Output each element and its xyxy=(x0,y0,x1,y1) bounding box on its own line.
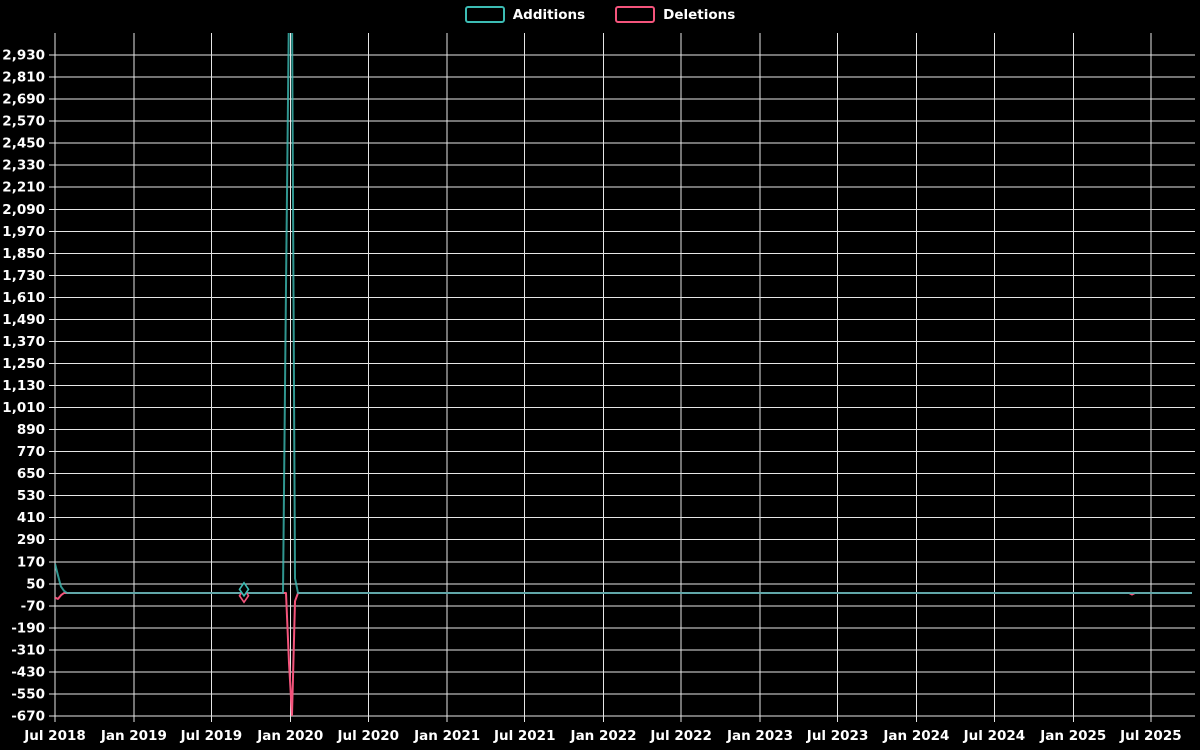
svg-text:-430: -430 xyxy=(11,664,45,680)
svg-text:1,250: 1,250 xyxy=(2,356,45,372)
svg-text:1,610: 1,610 xyxy=(2,290,45,306)
svg-text:-310: -310 xyxy=(11,642,45,658)
svg-text:Jan 2024: Jan 2024 xyxy=(882,728,949,744)
legend: Additions Deletions xyxy=(0,6,1200,23)
svg-text:2,450: 2,450 xyxy=(2,136,45,152)
deletions-swatch-icon xyxy=(615,6,656,23)
svg-text:410: 410 xyxy=(17,510,45,526)
svg-text:Jul 2025: Jul 2025 xyxy=(1119,728,1182,744)
y-axis-tick-labels: -670 -550 -430 -310 -190 -70 50 170 290 410 530 650… xyxy=(2,48,45,725)
svg-text:1,970: 1,970 xyxy=(2,224,45,240)
y-axis-ticks xyxy=(49,54,55,717)
legend-item-deletions[interactable]: Deletions xyxy=(615,6,735,23)
point-markers xyxy=(238,581,250,604)
svg-text:-70: -70 xyxy=(21,598,45,614)
svg-text:Jul 2022: Jul 2022 xyxy=(649,728,712,744)
svg-text:890: 890 xyxy=(17,422,45,438)
svg-text:290: 290 xyxy=(17,532,45,548)
svg-text:2,570: 2,570 xyxy=(2,114,45,130)
legend-label-deletions: Deletions xyxy=(663,6,736,23)
svg-text:Jan 2019: Jan 2019 xyxy=(100,728,167,744)
svg-text:530: 530 xyxy=(17,488,45,504)
x-axis-tick-labels: Jul 2018 Jan 2019 Jul 2019 Jan 2020 Jul 2020… xyxy=(23,728,1181,744)
svg-text:-670: -670 xyxy=(11,709,45,725)
svg-text:Jul 2023: Jul 2023 xyxy=(806,728,869,744)
svg-text:2,090: 2,090 xyxy=(2,202,45,218)
svg-text:1,130: 1,130 xyxy=(2,378,45,394)
svg-text:Jan 2023: Jan 2023 xyxy=(726,728,793,744)
svg-text:2,210: 2,210 xyxy=(2,180,45,196)
svg-text:2,330: 2,330 xyxy=(2,158,45,174)
legend-item-additions[interactable]: Additions xyxy=(464,6,586,23)
svg-text:Jul 2018: Jul 2018 xyxy=(23,728,86,744)
svg-text:2,930: 2,930 xyxy=(2,48,45,64)
svg-text:Jan 2021: Jan 2021 xyxy=(413,728,480,744)
svg-text:Jul 2021: Jul 2021 xyxy=(493,728,556,744)
svg-text:-550: -550 xyxy=(11,686,45,702)
svg-text:1,730: 1,730 xyxy=(2,268,45,284)
svg-text:170: 170 xyxy=(17,554,45,570)
series-lines xyxy=(55,6,1192,716)
svg-text:2,810: 2,810 xyxy=(2,70,45,86)
x-gridlines xyxy=(54,33,1152,716)
additions-diamond-marker-icon[interactable] xyxy=(238,581,250,598)
svg-text:Jan 2020: Jan 2020 xyxy=(256,728,323,744)
svg-text:2,690: 2,690 xyxy=(2,92,45,108)
svg-text:770: 770 xyxy=(17,444,45,460)
additions-line[interactable] xyxy=(55,6,1192,594)
svg-text:1,010: 1,010 xyxy=(2,400,45,416)
svg-text:Jul 2019: Jul 2019 xyxy=(180,728,243,744)
svg-text:50: 50 xyxy=(26,576,45,592)
svg-text:Jan 2022: Jan 2022 xyxy=(570,728,637,744)
svg-text:650: 650 xyxy=(17,466,45,482)
svg-text:1,490: 1,490 xyxy=(2,312,45,328)
additions-swatch-icon xyxy=(464,6,505,23)
svg-text:1,370: 1,370 xyxy=(2,334,45,350)
svg-text:Jul 2024: Jul 2024 xyxy=(963,728,1026,744)
deletions-line[interactable] xyxy=(55,592,1192,716)
svg-text:Jan 2025: Jan 2025 xyxy=(1039,728,1106,744)
svg-text:Jul 2020: Jul 2020 xyxy=(337,728,400,744)
x-axis-ticks xyxy=(54,716,1152,722)
legend-label-additions: Additions xyxy=(512,6,586,23)
svg-text:1,850: 1,850 xyxy=(2,246,45,262)
y-gridlines xyxy=(55,54,1195,717)
svg-text:-190: -190 xyxy=(11,620,45,636)
